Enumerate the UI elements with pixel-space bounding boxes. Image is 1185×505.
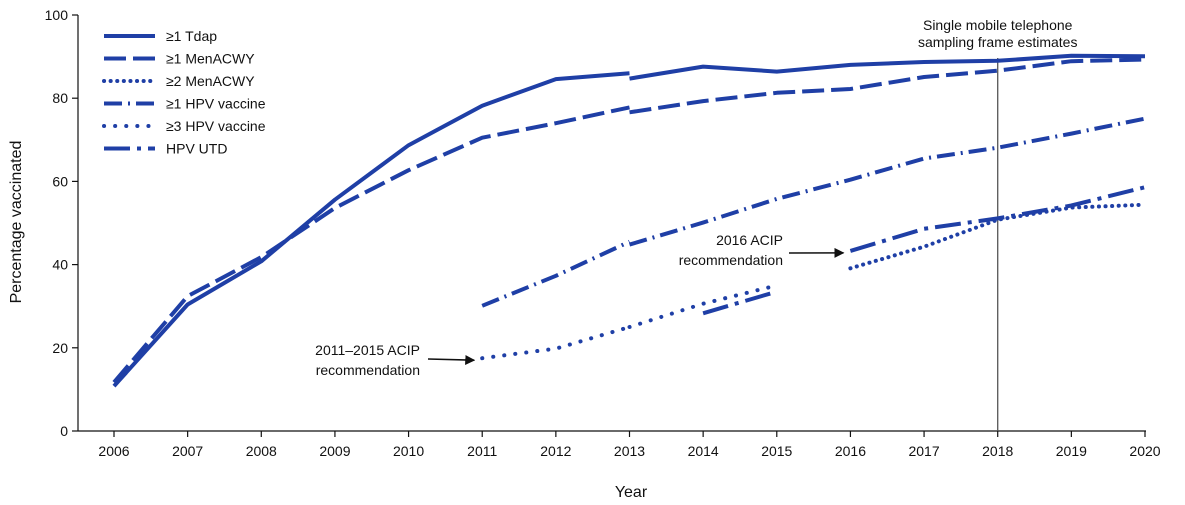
legend-label: ≥2 MenACWY <box>166 73 255 89</box>
series-3 <box>481 116 1146 308</box>
series-line <box>481 239 631 308</box>
annotation-label: 2016 ACIP recommendation <box>679 232 783 268</box>
legend: ≥1 Tdap ≥1 MenACWY ≥2 MenACWY ≥1 HPV vaccin… <box>102 28 266 157</box>
x-tick-label: 2020 <box>1129 443 1160 459</box>
x-tick-label: 2007 <box>172 443 203 459</box>
x-axis-title: Year <box>615 484 648 501</box>
x-tick-label: 2014 <box>688 443 719 459</box>
x-tick-label: 2019 <box>1056 443 1087 459</box>
x-tick-label: 2010 <box>393 443 424 459</box>
legend-label: HPV UTD <box>166 141 227 157</box>
y-tick-label: 80 <box>52 90 68 106</box>
reference-layer: Single mobile telephone sampling frame es… <box>918 17 1078 431</box>
y-tick-label: 100 <box>45 7 69 23</box>
x-tick-label: 2012 <box>540 443 571 459</box>
y-tick-label: 60 <box>52 173 68 189</box>
series-2 <box>848 202 1147 271</box>
series-0 <box>112 53 1146 388</box>
annotation-label: 2011–2015 ACIP recommendation <box>315 342 420 378</box>
x-tick-label: 2017 <box>908 443 939 459</box>
y-tick-label: 20 <box>52 340 68 356</box>
series-line <box>629 53 1146 81</box>
series-5 <box>702 185 1146 316</box>
series-line <box>112 105 630 384</box>
x-tick-label: 2015 <box>761 443 792 459</box>
y-tick-label: 40 <box>52 257 68 273</box>
legend-label: ≥1 MenACWY <box>166 51 255 67</box>
series-line <box>627 283 779 329</box>
annotation-arrow <box>427 354 476 365</box>
series-4 <box>480 283 779 361</box>
x-tick-label: 2006 <box>98 443 129 459</box>
legend-label: ≥1 HPV vaccine <box>166 96 266 112</box>
y-tick-label: 0 <box>60 423 68 439</box>
x-tick-label: 2011 <box>467 443 497 459</box>
legend-label: ≥3 HPV vaccine <box>166 118 266 134</box>
series-line <box>849 185 1146 253</box>
reference-line-label: Single mobile telephone sampling frame es… <box>918 17 1078 50</box>
x-tick-label: 2016 <box>835 443 866 459</box>
legend-label: ≥1 Tdap <box>166 28 217 44</box>
series-1 <box>112 57 1146 384</box>
axes: 0 20 40 60 80 100 2006 2007 2008 2009 2010 2011 2012… <box>45 7 1161 459</box>
series-layer <box>112 53 1147 388</box>
y-axis-title: Percentage vaccinated <box>8 141 25 304</box>
series-line <box>848 202 1147 271</box>
series-line <box>480 325 632 361</box>
annotations: 2011–2015 ACIP recommendation 2016 ACIP rec… <box>315 232 845 378</box>
x-tick-label: 2009 <box>319 443 350 459</box>
series-line <box>112 71 630 388</box>
x-tick-label: 2008 <box>246 443 277 459</box>
series-line <box>628 116 1146 247</box>
x-tick-label: 2013 <box>614 443 645 459</box>
x-tick-label: 2018 <box>982 443 1013 459</box>
series-line <box>702 289 778 316</box>
